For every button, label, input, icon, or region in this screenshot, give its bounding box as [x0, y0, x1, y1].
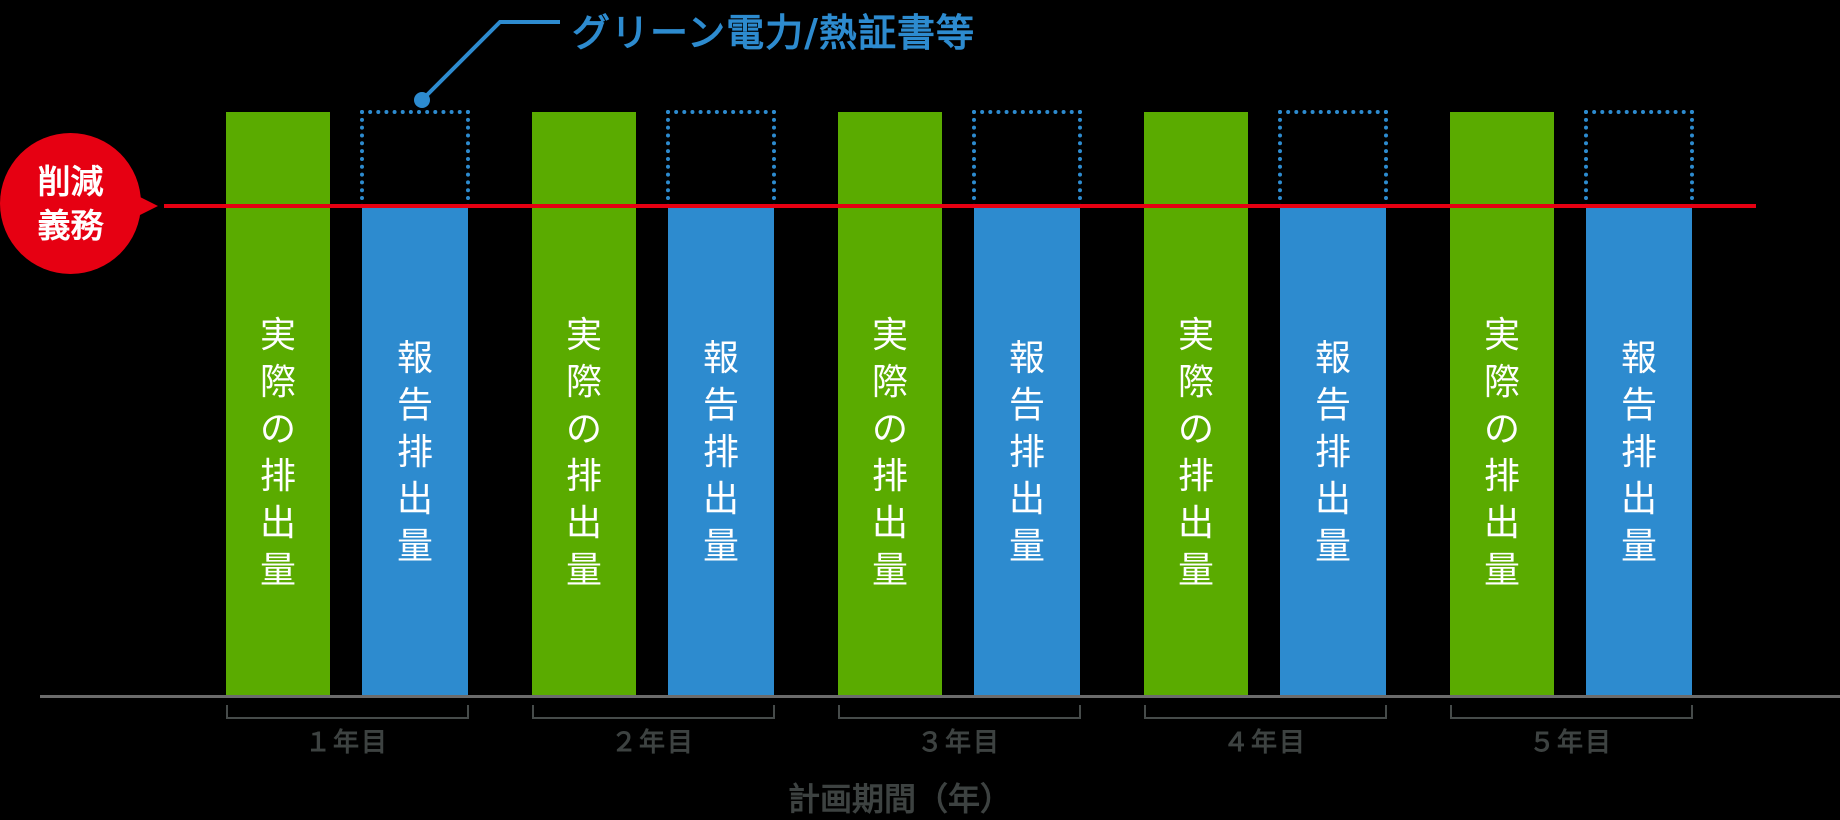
bar-label-char: 際: [259, 362, 296, 403]
bar-label-char: 排: [565, 456, 602, 497]
bar-label-char: 実: [1483, 315, 1520, 356]
bar-label-char: 量: [1483, 550, 1520, 591]
bar-label-char: の: [1483, 409, 1520, 450]
x-axis-title: 計画期間（年）: [788, 780, 1013, 818]
bar-label-char: 報: [396, 338, 433, 379]
bar-label-char: 実: [1177, 315, 1214, 356]
actual-emissions-bar-year1: 実際の排出量: [226, 112, 330, 696]
year-label-5: ５年目: [1528, 728, 1613, 758]
bar-label-char: 量: [1008, 526, 1045, 567]
bar-label-char: 実: [871, 315, 908, 356]
actual-emissions-bar-year4: 実際の排出量: [1144, 112, 1248, 696]
bar-label-char: 排: [702, 432, 739, 473]
bar-label-char: 出: [1177, 503, 1214, 544]
reported-emissions-bar-year2: 報告排出量: [668, 207, 774, 696]
certificate-offset-box-year1: [360, 110, 470, 208]
bar-label-char: 量: [871, 550, 908, 591]
bar-label-char: 排: [1314, 432, 1351, 473]
year-label-2: ２年目: [610, 728, 695, 758]
bar-label-char: の: [1177, 409, 1214, 450]
year-bracket-5: [1450, 705, 1693, 719]
badge-text: 削減 義務: [0, 160, 141, 248]
bar-label-char: 際: [1177, 362, 1214, 403]
year-bracket-3: [838, 705, 1081, 719]
bar-label-char: 報: [702, 338, 739, 379]
badge-pointer: [134, 194, 158, 218]
actual-emissions-bar-year2: 実際の排出量: [532, 112, 636, 696]
bar-label-char: 出: [1620, 479, 1657, 520]
certificate-offset-box-year5: [1584, 110, 1694, 208]
reported-emissions-bar-year3: 報告排出量: [974, 207, 1080, 696]
reported-emissions-bar-year4: 報告排出量: [1280, 207, 1386, 696]
bar-label-char: 排: [259, 456, 296, 497]
bar-label-char: 量: [396, 526, 433, 567]
bar-label-char: 排: [871, 456, 908, 497]
bar-label-char: 出: [1483, 503, 1520, 544]
bar-label-char: 際: [565, 362, 602, 403]
reported-emissions-bar-year1: 報告排出量: [362, 207, 468, 696]
bar-label-char: 報: [1008, 338, 1045, 379]
bar-label-char: 実: [259, 315, 296, 356]
bar-label-char: 量: [1314, 526, 1351, 567]
actual-emissions-bar-year3: 実際の排出量: [838, 112, 942, 696]
reduction-obligation-badge: [0, 133, 141, 274]
year-label-4: ４年目: [1222, 728, 1307, 758]
x-axis-line: [40, 695, 1840, 698]
bar-label-char: 告: [396, 385, 433, 426]
bar-label-char: 告: [1008, 385, 1045, 426]
certificate-offset-box-year4: [1278, 110, 1388, 208]
bar-label-char: の: [871, 409, 908, 450]
bar-label-char: 際: [871, 362, 908, 403]
badge-text-line2: 義務: [37, 206, 104, 245]
year-bracket-4: [1144, 705, 1387, 719]
bar-label-char: 告: [1314, 385, 1351, 426]
bar-label-char: 排: [1177, 456, 1214, 497]
bar-label-char: 排: [1483, 456, 1520, 497]
bar-label-char: 量: [1177, 550, 1214, 591]
bar-label-char: 出: [702, 479, 739, 520]
reported-emissions-bar-year5: 報告排出量: [1586, 207, 1692, 696]
bar-label-char: 排: [1008, 432, 1045, 473]
year-label-3: ３年目: [916, 728, 1001, 758]
bar-label-char: 出: [565, 503, 602, 544]
year-label-1: １年目: [304, 728, 389, 758]
bar-label-char: 出: [259, 503, 296, 544]
callout-label: グリーン電力/熱証書等: [572, 11, 975, 55]
actual-emissions-bar-year5: 実際の排出量: [1450, 112, 1554, 696]
badge-text-line1: 削減: [37, 162, 104, 201]
bar-label-char: 告: [1620, 385, 1657, 426]
bar-label-char: 報: [1314, 338, 1351, 379]
certificate-offset-box-year2: [666, 110, 776, 208]
bar-label-char: 量: [1620, 526, 1657, 567]
reduction-obligation-line: [164, 204, 1756, 208]
bar-label-char: 量: [702, 526, 739, 567]
bar-label-char: の: [259, 409, 296, 450]
bar-label-char: 排: [1620, 432, 1657, 473]
callout-leader-line: [414, 20, 560, 108]
bar-label-char: 際: [1483, 362, 1520, 403]
bar-label-char: 報: [1620, 338, 1657, 379]
year-bracket-1: [226, 705, 469, 719]
bar-label-char: 量: [565, 550, 602, 591]
bar-label-char: 出: [871, 503, 908, 544]
certificate-offset-box-year3: [972, 110, 1082, 208]
bar-label-char: の: [565, 409, 602, 450]
bar-label-char: 量: [259, 550, 296, 591]
bar-label-char: 出: [1314, 479, 1351, 520]
bar-label-char: 告: [702, 385, 739, 426]
bar-label-char: 出: [396, 479, 433, 520]
bar-label-char: 実: [565, 315, 602, 356]
bar-label-char: 出: [1008, 479, 1045, 520]
year-bracket-2: [532, 705, 775, 719]
bar-label-char: 排: [396, 432, 433, 473]
